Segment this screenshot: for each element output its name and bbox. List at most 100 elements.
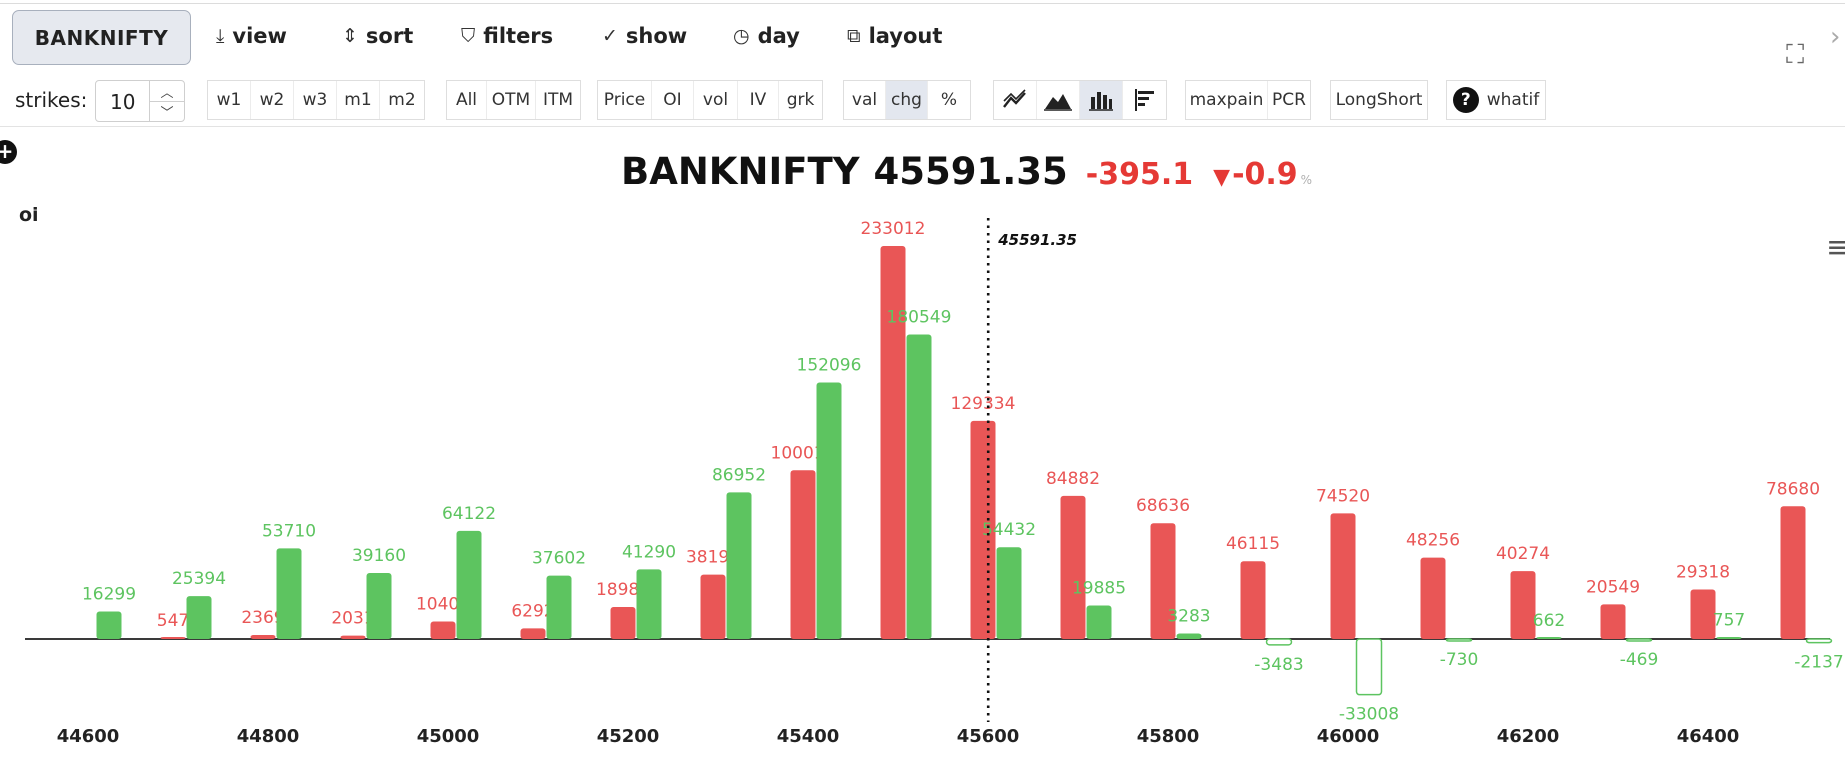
data-label-series-0-46100: 48256 [1406,531,1460,551]
bar-series-1-46100 [1445,638,1473,642]
data-label-series-0-45100: 6292 [511,601,554,621]
filter-itm[interactable]: ITM [542,90,574,110]
data-label-series-1-46200: 662 [1533,611,1565,631]
title-symbol: BANKNIFTY [621,150,860,193]
bar-series-0-44900 [340,635,366,639]
add-icon[interactable]: + [0,140,17,164]
data-label-series-0-46200: 40274 [1496,544,1550,564]
bar-series-1-46400 [1716,637,1742,639]
data-label-series-1-44800: 53710 [262,521,316,541]
data-label-series-1-46100: -730 [1440,650,1479,670]
data-label-series-1-44600: 16299 [82,585,136,605]
display-chg[interactable]: chg [886,81,928,119]
top-divider [0,3,1845,4]
strikes-label: strikes: [15,88,88,112]
metric-price[interactable]: Price [598,81,652,119]
data-label-series-1-45900: -3483 [1254,655,1303,675]
chevron-up-icon[interactable]: ︿ [149,81,184,102]
strikes-value[interactable]: 10 [110,90,136,114]
chevron-down-icon[interactable]: ﹀ [149,101,184,121]
sort-menu[interactable]: ⇕ sort [342,20,413,52]
bar-series-0-46300 [1600,604,1626,639]
bar-series-0-46100 [1420,557,1446,639]
title-price: 45591.35 [873,150,1068,193]
whatif-button[interactable]: ? whatif [1447,81,1545,119]
day-label: day [757,24,800,48]
data-label-series-1-46000: -33008 [1339,705,1399,725]
bar-series-1-45800 [1176,633,1202,639]
close-icon[interactable]: › [1830,22,1841,52]
expiry-w3[interactable]: w3 [294,81,337,119]
horizontal-bar-icon[interactable] [1123,81,1166,119]
expiry-m1[interactable]: m1 [337,81,380,119]
filter-icon: ⛉ [461,25,476,47]
longshort-button[interactable]: LongShort [1335,90,1423,110]
bar-chart-icon[interactable] [1080,81,1123,119]
layout-menu[interactable]: ⧉ layout [847,20,942,52]
data-label-series-0-45500: 233012 [861,219,926,239]
metric-oi[interactable]: OI [652,81,694,119]
data-label-series-0-45900: 46115 [1226,534,1280,554]
x-tick-46000: 46000 [1317,726,1380,747]
data-label-series-1-46400: 757 [1713,611,1745,631]
fullscreen-icon[interactable]: ⛶ [1786,40,1805,70]
help-icon: ? [1452,87,1479,113]
longshort-group: LongShort [1330,80,1428,120]
data-label-series-0-44800: 2369 [241,608,284,628]
chart-menu-icon[interactable]: ≡ [1826,230,1845,265]
bar-series-1-46300 [1625,638,1653,642]
line-chart-icon[interactable] [994,81,1037,119]
view-menu[interactable]: ⤓ view [216,20,287,52]
bar-series-1-46000 [1355,638,1383,696]
strikes-stepper[interactable]: 10 ︿ ﹀ [95,80,185,122]
filters-label: filters [483,24,554,48]
data-label-series-0-44700: 547 [157,611,189,631]
whatif-group: ? whatif [1446,80,1546,120]
data-label-series-0-45800: 68636 [1136,496,1190,516]
bar-series-1-44700 [186,596,212,639]
bar-series-0-46000 [1330,513,1356,639]
x-tick-46200: 46200 [1497,726,1560,747]
display-val[interactable]: val [844,81,886,119]
bar-series-1-46200 [1536,637,1562,639]
title-change-pct: -0.9 [1232,157,1298,192]
title-change: -395.1 [1085,157,1194,192]
x-tick-46400: 46400 [1677,726,1740,747]
bar-series-0-46500 [1780,506,1806,639]
area-chart-icon[interactable] [1037,81,1080,119]
whatif-label: whatif [1486,90,1540,110]
bar-series-0-46200 [1510,571,1536,639]
pcr-button[interactable]: PCR [1272,90,1306,110]
bar-series-0-45400 [790,470,816,639]
filters-menu[interactable]: ⛉ filters [461,20,553,52]
display-pct[interactable]: % [940,90,958,110]
data-label-series-1-45300: 86952 [712,465,766,485]
bar-series-1-45400 [816,382,842,639]
symbol-button[interactable]: BANKNIFTY [12,10,191,65]
expiry-w2[interactable]: w2 [251,81,294,119]
data-label-series-1-44900: 39160 [352,546,406,566]
expiry-w1[interactable]: w1 [208,81,251,119]
bar-series-1-45700 [1086,605,1112,639]
metric-group: Price OI vol IV grk [597,80,823,120]
x-tick-45400: 45400 [777,726,840,747]
data-label-series-0-46400: 29318 [1676,563,1730,583]
day-menu[interactable]: ◷ day [733,20,800,52]
layout-label: layout [868,24,943,48]
bar-series-0-46400 [1690,589,1716,639]
bar-series-1-45100 [546,575,572,639]
x-tick-45200: 45200 [597,726,660,747]
filter-all[interactable]: All [447,81,487,119]
filter-otm[interactable]: OTM [487,81,536,119]
data-label-series-1-45100: 37602 [532,549,586,569]
expiry-m2[interactable]: m2 [388,90,416,110]
maxpain-button[interactable]: maxpain [1186,81,1268,119]
metric-vol[interactable]: vol [694,81,738,119]
metric-grk[interactable]: grk [786,90,815,110]
metric-iv[interactable]: IV [738,81,779,119]
show-menu[interactable]: ✓ show [602,20,687,52]
data-label-series-0-45700: 84882 [1046,469,1100,489]
data-label-series-1-45600: 54432 [982,520,1036,540]
puzzle-icon: ⧉ [847,25,861,47]
down-arrow-icon: ▼ [1213,165,1231,190]
